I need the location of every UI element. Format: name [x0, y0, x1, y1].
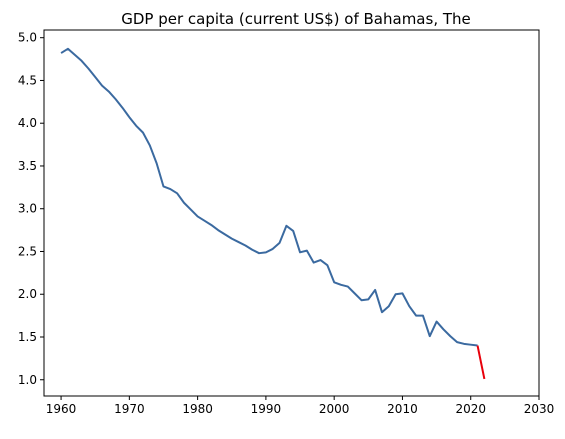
y-tick-label: 3.5: [18, 159, 37, 173]
x-tick-label: 1980: [182, 402, 213, 416]
y-tick-label: 3.0: [18, 202, 37, 216]
y-tick-label: 2.5: [18, 244, 37, 258]
y-tick-label: 2.0: [18, 287, 37, 301]
series-line-0: [60, 47, 478, 347]
y-tick-label: 4.0: [18, 116, 37, 130]
x-tick-label: 2010: [387, 402, 418, 416]
y-tick-label: 1.5: [18, 330, 37, 344]
x-tick-label: 2030: [524, 402, 555, 416]
x-tick-label: 2020: [455, 402, 486, 416]
chart-title: GDP per capita (current US$) of Bahamas,…: [121, 10, 471, 28]
x-tick-label: 1990: [251, 402, 282, 416]
y-tick-label: 4.5: [18, 73, 37, 87]
y-tick-label: 5.0: [18, 31, 37, 45]
y-axis: 1.0 1.5 2.0 2.5 3.0 3.5 4.0 4.5 5.0: [18, 31, 44, 387]
x-tick-label: 1970: [114, 402, 145, 416]
x-tick-label: 2000: [319, 402, 350, 416]
x-tick-label: 1960: [46, 402, 77, 416]
plot-area: [60, 47, 486, 380]
series-line-1: [476, 345, 486, 380]
x-axis: 1960 1970 1980 1990 2000 2010 2020 2030: [46, 396, 554, 416]
y-tick-label: 1.0: [18, 373, 37, 387]
axes-frame: [43, 29, 540, 397]
